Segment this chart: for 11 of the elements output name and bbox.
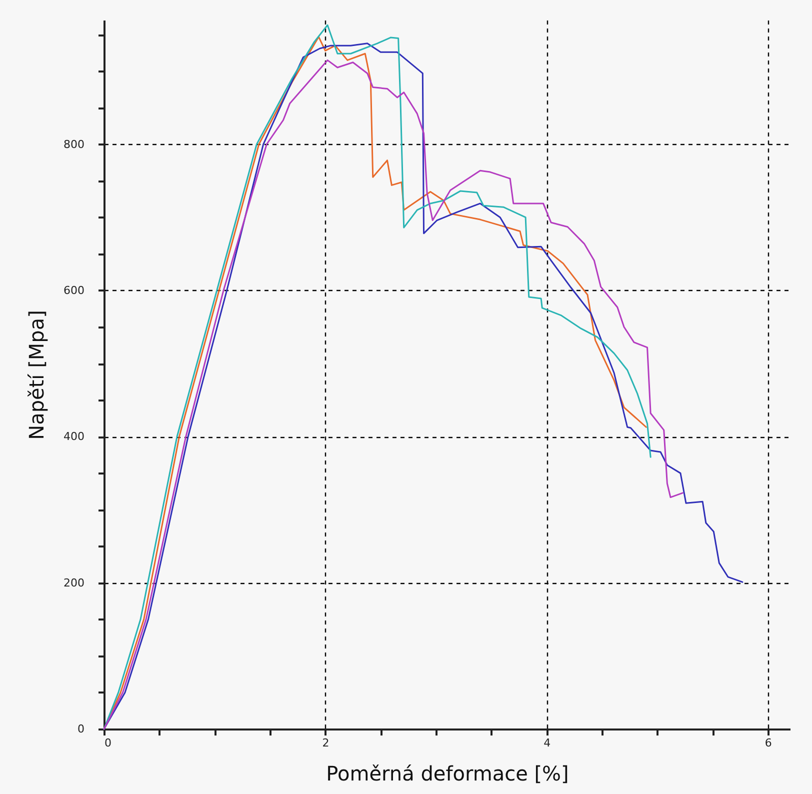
x-axis-title: Poměrná deformace [%]	[326, 762, 569, 786]
y-axis-title: Napětí [Mpa]	[24, 310, 49, 440]
x-tick-label: 4	[544, 736, 551, 750]
y-tick-label: 200	[64, 576, 84, 590]
y-tick-label: 600	[64, 284, 84, 297]
x-tick-label: 6	[764, 736, 772, 750]
y-tick-label: 0	[78, 722, 84, 736]
y-tick-label: 800	[64, 138, 84, 151]
x-tick-label: 0	[104, 736, 112, 750]
x-tick-label: 2	[322, 736, 330, 750]
y-tick-label: 400	[64, 430, 84, 444]
